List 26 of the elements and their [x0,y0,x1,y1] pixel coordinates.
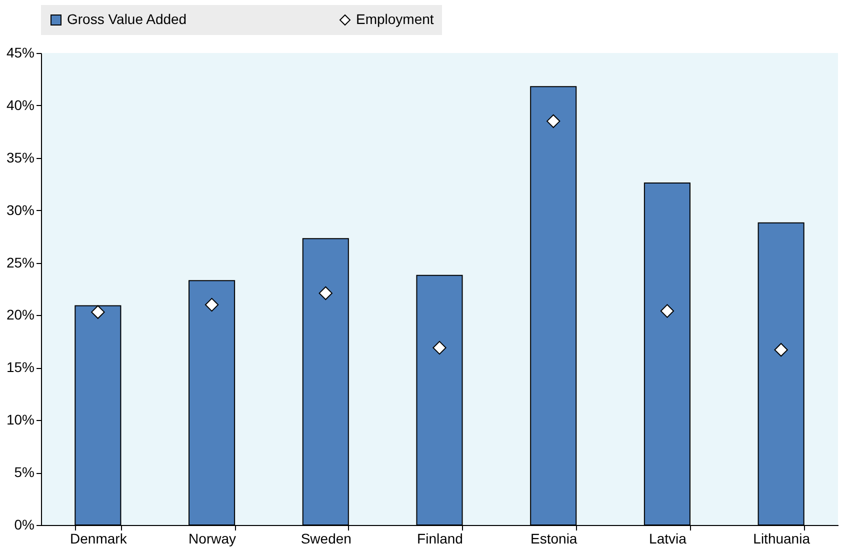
point [432,340,446,355]
x-tick-label: Estonia [530,530,578,546]
point [204,298,219,312]
legend-label: Employment [356,11,434,27]
point [546,114,560,128]
y-tick-label: 15% [6,359,34,376]
x-tick-label: Denmark [70,530,128,546]
y-tick-label: 10% [6,412,34,428]
y-tick-label: 0% [14,516,34,532]
y-tick-label: 25% [6,254,34,270]
x-tick-label: Latvia [649,530,687,546]
y-tick-label: 30% [6,202,34,218]
x-tick-label: Norway [188,530,236,546]
y-tick-label: 20% [6,306,34,323]
point [774,343,788,357]
point [660,304,674,318]
y-tick-label: 35% [6,149,34,166]
y-tick-label: 45% [6,44,34,60]
x-tick-label: Finland [417,530,463,546]
y-tick-label: 5% [14,464,34,480]
x-tick-label: Sweden [300,530,352,546]
y-tick-label: 40% [6,96,34,113]
x-tick-label: Lithuania [753,530,810,546]
legend-label: Gross Value Added [67,11,187,27]
point [91,305,105,319]
point [318,286,332,300]
